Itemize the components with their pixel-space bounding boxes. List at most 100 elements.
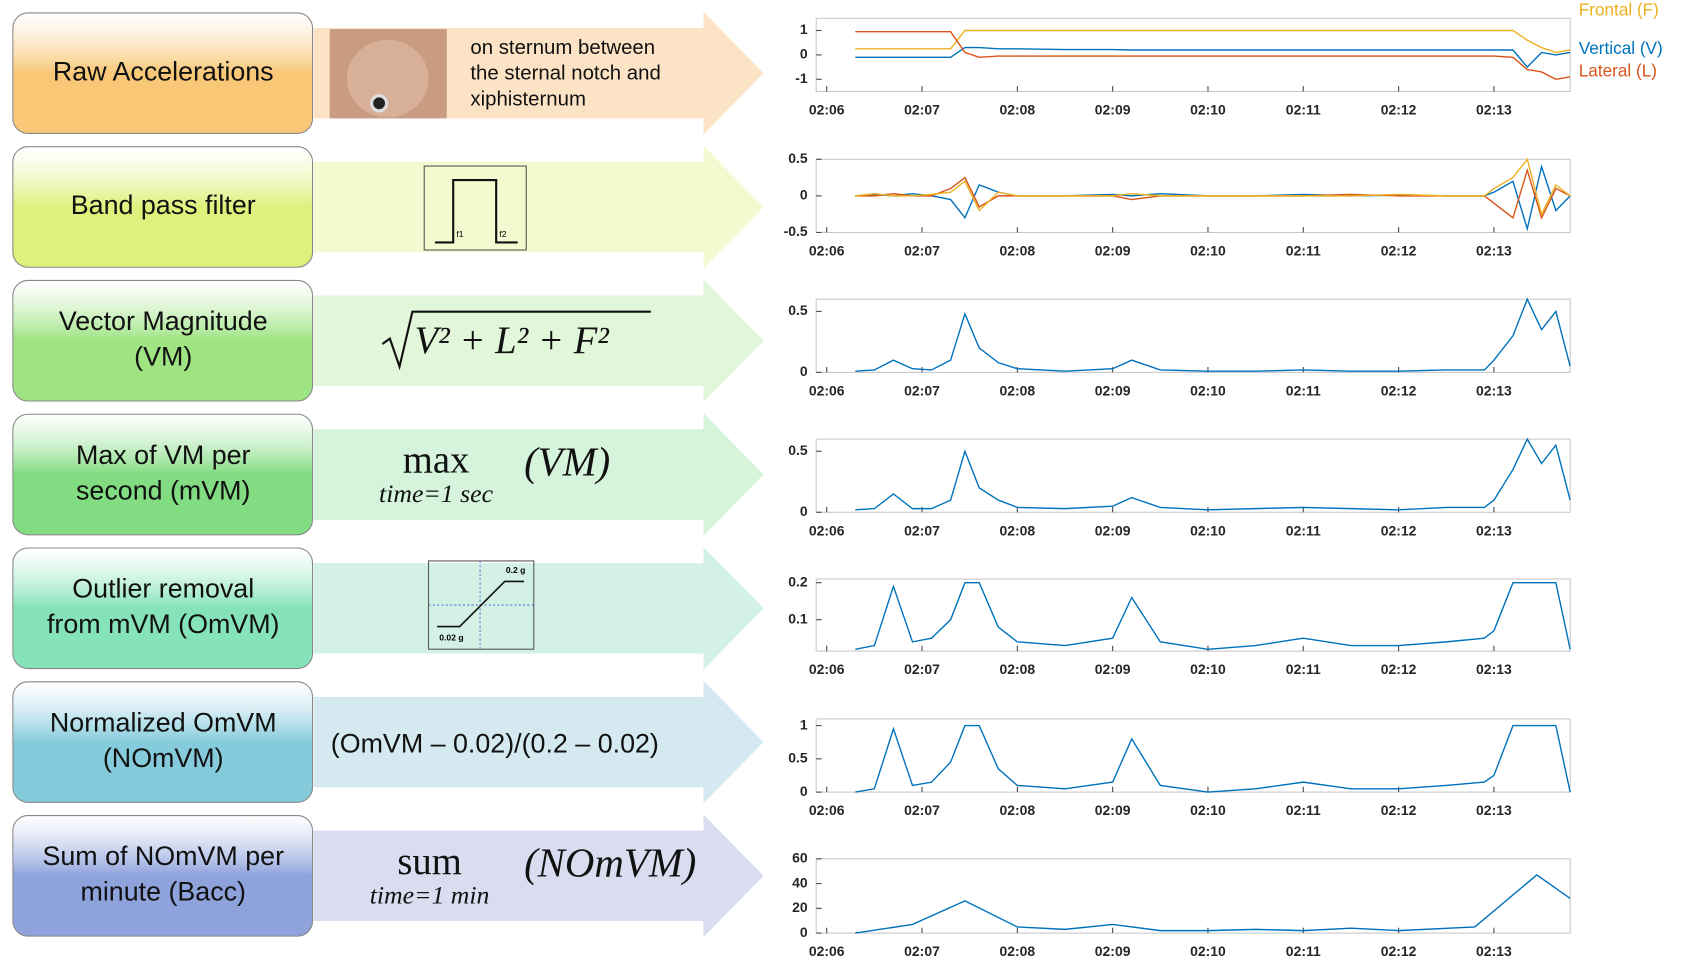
x-tick-label: 02:06 xyxy=(809,243,845,259)
x-tick-label: 02:06 xyxy=(809,382,845,398)
step-label: Band pass filter xyxy=(71,190,256,220)
x-tick-label: 02:07 xyxy=(904,243,940,259)
x-tick-label: 02:06 xyxy=(809,661,845,677)
x-tick-label: 02:09 xyxy=(1095,661,1131,677)
step-label: Max of VM per xyxy=(76,440,251,470)
y-tick-label: 1 xyxy=(800,716,808,732)
x-tick-label: 02:08 xyxy=(999,522,1035,538)
formula: V² + L² + F² xyxy=(415,320,611,362)
step-label: Normalized OmVM xyxy=(50,707,277,737)
x-tick-label: 02:10 xyxy=(1190,382,1226,398)
step-label: Vector Magnitude xyxy=(59,306,268,336)
clip-label: 0.2 g xyxy=(506,565,526,575)
x-tick-label: 02:09 xyxy=(1095,102,1131,118)
x-tick-label: 02:11 xyxy=(1286,943,1321,959)
x-tick-label: 02:07 xyxy=(904,102,940,118)
x-tick-label: 02:07 xyxy=(904,943,940,959)
step-label: Sum of NOmVM per xyxy=(42,841,284,871)
x-tick-label: 02:09 xyxy=(1095,243,1131,259)
formula-subscript: time=1 min xyxy=(370,880,490,909)
step-label: (NOmVM) xyxy=(103,743,224,773)
step-label: second (mVM) xyxy=(76,475,250,505)
step-arrow xyxy=(314,547,764,670)
y-tick-label: -1 xyxy=(795,70,808,86)
x-tick-label: 02:10 xyxy=(1190,661,1226,677)
x-tick-label: 02:08 xyxy=(999,243,1035,259)
x-tick-label: 02:11 xyxy=(1286,522,1321,538)
step-label: (VM) xyxy=(134,342,192,372)
y-tick-label: 0 xyxy=(800,783,808,799)
x-tick-label: 02:10 xyxy=(1190,102,1226,118)
x-tick-label: 02:10 xyxy=(1190,522,1226,538)
x-tick-label: 02:11 xyxy=(1286,661,1321,677)
formula-subscript: time=1 sec xyxy=(379,479,494,508)
sensor-note: on sternum between xyxy=(470,37,655,59)
plot-area xyxy=(816,859,1570,933)
step-label: Outlier removal xyxy=(72,574,254,604)
plot-area xyxy=(816,18,1570,91)
x-tick-label: 02:10 xyxy=(1190,943,1226,959)
x-tick-label: 02:08 xyxy=(999,943,1035,959)
step-label: from mVM (OmVM) xyxy=(47,609,280,639)
y-tick-label: 0.5 xyxy=(788,750,808,766)
x-tick-label: 02:11 xyxy=(1286,802,1321,818)
y-tick-label: 1 xyxy=(800,21,808,37)
y-tick-label: 0 xyxy=(800,46,808,62)
y-tick-label: 0.5 xyxy=(788,150,808,166)
sensor-note: the sternal notch and xyxy=(470,63,660,85)
x-tick-label: 02:06 xyxy=(809,102,845,118)
x-tick-label: 02:13 xyxy=(1476,943,1512,959)
x-tick-label: 02:13 xyxy=(1476,802,1512,818)
x-tick-label: 02:12 xyxy=(1381,943,1417,959)
x-tick-label: 02:09 xyxy=(1095,943,1131,959)
y-tick-label: 60 xyxy=(792,850,808,866)
x-tick-label: 02:11 xyxy=(1286,102,1321,118)
formula-operator: max xyxy=(403,440,470,482)
y-tick-label: 0 xyxy=(800,503,808,519)
filter-label: f1 xyxy=(456,229,463,239)
x-tick-label: 02:08 xyxy=(999,382,1035,398)
y-tick-label: 40 xyxy=(792,874,808,890)
y-tick-label: 0.5 xyxy=(788,302,808,318)
x-tick-label: 02:12 xyxy=(1381,382,1417,398)
formula: (OmVM – 0.02)/(0.2 – 0.02) xyxy=(331,728,659,758)
figure: Raw Accelerations on sternum between the s… xyxy=(0,0,1684,960)
x-tick-label: 02:06 xyxy=(809,522,845,538)
x-tick-label: 02:09 xyxy=(1095,802,1131,818)
x-tick-label: 02:10 xyxy=(1190,802,1226,818)
step-arrow xyxy=(314,146,764,269)
filter-label: f2 xyxy=(499,229,506,239)
x-tick-label: 02:12 xyxy=(1381,522,1417,538)
y-tick-label: 20 xyxy=(792,899,808,915)
formula-operator: sum xyxy=(397,841,461,883)
y-tick-label: -0.5 xyxy=(784,223,808,239)
legend-entry: Frontal (F) xyxy=(1579,0,1659,19)
step-label: Raw Accelerations xyxy=(53,56,274,86)
formula-argument: (NOmVM) xyxy=(524,841,696,886)
x-tick-label: 02:12 xyxy=(1381,661,1417,677)
x-tick-label: 02:13 xyxy=(1476,243,1512,259)
x-tick-label: 02:13 xyxy=(1476,382,1512,398)
step-label: minute (Bacc) xyxy=(80,877,246,907)
x-tick-label: 02:09 xyxy=(1095,522,1131,538)
x-tick-label: 02:07 xyxy=(904,382,940,398)
x-tick-label: 02:12 xyxy=(1381,243,1417,259)
x-tick-label: 02:08 xyxy=(999,661,1035,677)
plot-area xyxy=(816,439,1570,512)
x-tick-label: 02:07 xyxy=(904,802,940,818)
legend-entry: Lateral (L) xyxy=(1579,61,1657,81)
x-tick-label: 02:07 xyxy=(904,661,940,677)
sensor xyxy=(372,96,387,111)
x-tick-label: 02:06 xyxy=(809,802,845,818)
x-tick-label: 02:09 xyxy=(1095,382,1131,398)
x-tick-label: 02:12 xyxy=(1381,802,1417,818)
x-tick-label: 02:13 xyxy=(1476,661,1512,677)
x-tick-label: 02:13 xyxy=(1476,522,1512,538)
x-tick-label: 02:10 xyxy=(1190,243,1226,259)
y-tick-label: 0.5 xyxy=(788,442,808,458)
x-tick-label: 02:08 xyxy=(999,102,1035,118)
x-tick-label: 02:11 xyxy=(1286,382,1321,398)
y-tick-label: 0 xyxy=(800,924,808,940)
x-tick-label: 02:06 xyxy=(809,943,845,959)
plot-area xyxy=(816,299,1570,372)
